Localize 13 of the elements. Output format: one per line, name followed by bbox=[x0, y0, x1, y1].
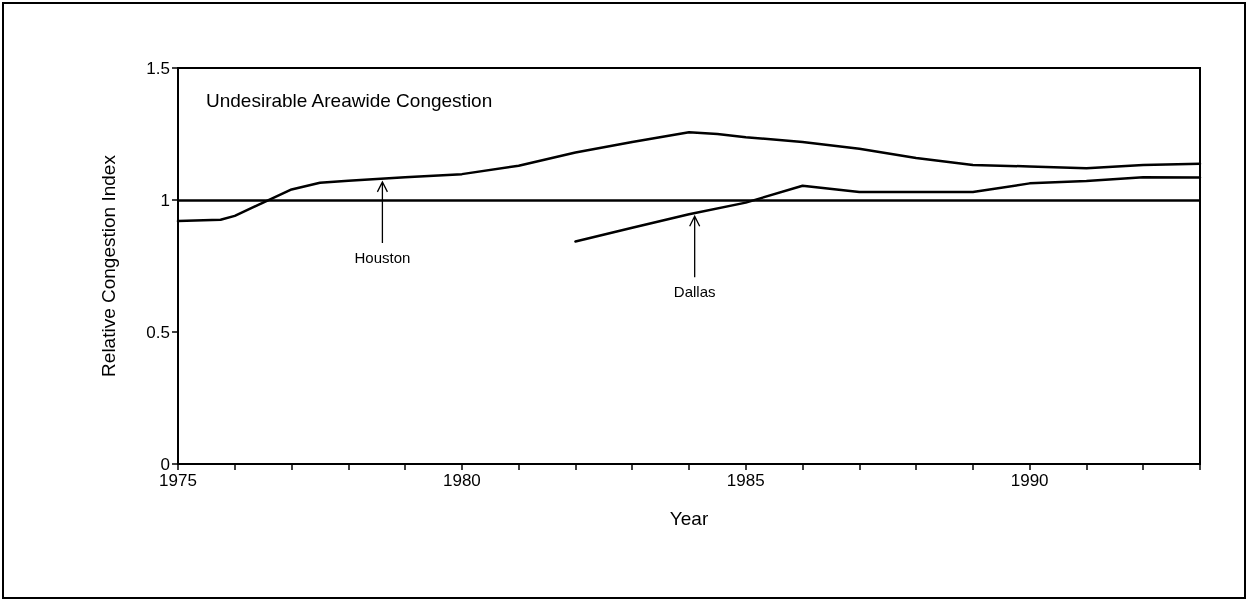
annotation: Houston bbox=[354, 248, 411, 266]
y-tick-label: 0 bbox=[160, 454, 170, 474]
y-tick-label: 1 bbox=[160, 190, 170, 210]
annotation: Dallas bbox=[673, 283, 716, 301]
x-tick-label: 1975 bbox=[159, 471, 197, 490]
x-tick-label: 1985 bbox=[726, 471, 765, 490]
y-tick-label: 1.5 bbox=[146, 58, 170, 78]
annotation: Undesirable Areawide Congestion bbox=[206, 90, 493, 112]
x-axis-title: Year bbox=[669, 508, 709, 529]
y-tick-label: 0.5 bbox=[146, 322, 170, 342]
y-axis-title: Relative Congestion Index bbox=[98, 154, 119, 377]
x-tick-label: 1980 bbox=[442, 471, 481, 490]
x-tick-label: 1990 bbox=[1010, 471, 1049, 490]
